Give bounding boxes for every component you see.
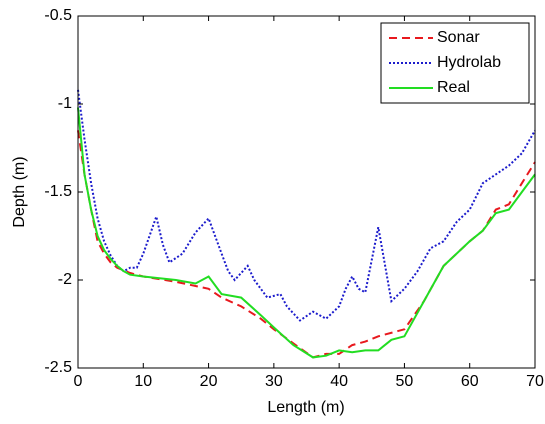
legend-label: Hydrolab — [437, 54, 501, 71]
x-tick-label: 50 — [396, 373, 414, 390]
y-tick-label: -2 — [58, 271, 72, 288]
data-line — [77, 89, 536, 322]
legend-label: Real — [437, 79, 470, 96]
x-tick-label: 30 — [265, 373, 283, 390]
y-tick-label: -0.5 — [44, 7, 72, 24]
y-tick-label: -2.5 — [44, 359, 72, 376]
x-tick-label: 70 — [526, 373, 544, 390]
y-axis-label: Depth (m) — [11, 156, 28, 227]
x-tick-label: 20 — [200, 373, 218, 390]
legend-label: Sonar — [437, 29, 480, 46]
x-tick-label: 60 — [461, 373, 479, 390]
y-tick-label: -1 — [58, 95, 72, 112]
x-tick-label: 0 — [74, 373, 83, 390]
data-line — [77, 107, 536, 359]
x-tick-label: 40 — [330, 373, 348, 390]
y-tick-label: -1.5 — [44, 183, 72, 200]
x-axis-label: Length (m) — [267, 399, 344, 416]
x-tick-label: 10 — [134, 373, 152, 390]
